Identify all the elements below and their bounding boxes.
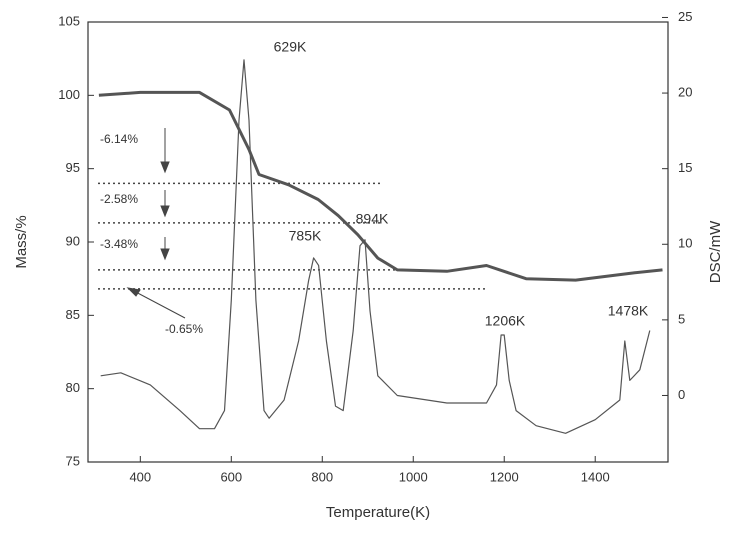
- x-tick-label: 600: [220, 469, 242, 484]
- x-tick-label: 800: [311, 469, 333, 484]
- y-tick-label: 105: [58, 13, 80, 28]
- x-tick-label: 1400: [581, 469, 610, 484]
- annotation: 785K: [289, 228, 322, 244]
- series-line: [100, 59, 651, 434]
- y2-tick-label: 20: [678, 85, 692, 100]
- annotation: -3.48%: [100, 237, 138, 251]
- y2-tick-label: 5: [678, 311, 685, 326]
- y2-axis-label: DSC/mW: [707, 220, 724, 283]
- y-tick-label: 95: [66, 160, 80, 175]
- arrows: [126, 128, 186, 319]
- x-axis-label: Temperature(K): [326, 504, 430, 521]
- x-tick-label: 400: [129, 469, 151, 484]
- annotation: -6.14%: [100, 132, 138, 146]
- annotation: -0.65%: [165, 322, 203, 336]
- plot-frame: [87, 21, 669, 463]
- y-tick-label: 80: [66, 380, 80, 395]
- y-axis-label: Mass/%: [13, 215, 30, 268]
- annotation: 629K: [274, 39, 307, 55]
- annotation: 1478K: [608, 303, 649, 319]
- y-tick-label: 85: [66, 307, 80, 322]
- y-tick-label: 90: [66, 233, 80, 248]
- y2-tick-label: 0: [678, 387, 685, 402]
- annotation: -2.58%: [100, 192, 138, 206]
- annotation: 1206K: [485, 313, 526, 329]
- x-tick-label: 1200: [490, 469, 519, 484]
- y2-tick-label: 15: [678, 160, 692, 175]
- y2-tick-label: 10: [678, 236, 692, 251]
- series-line: [98, 90, 663, 282]
- annotation: 894K: [356, 211, 389, 227]
- x-tick-label: 1000: [399, 469, 428, 484]
- y-tick-label: 75: [66, 453, 80, 468]
- y2-tick-label: 25: [678, 9, 692, 24]
- y-tick-label: 100: [58, 87, 80, 102]
